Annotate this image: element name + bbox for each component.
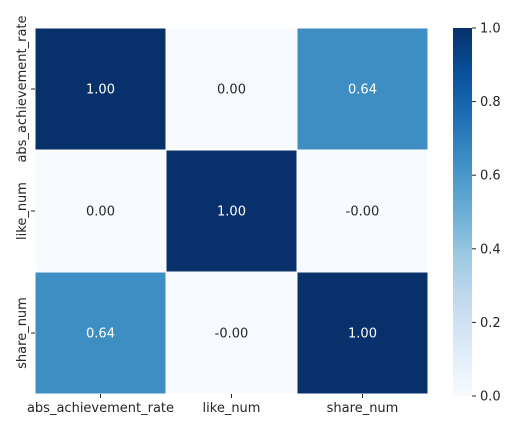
y-tick-label: abs_achievement_rate xyxy=(15,15,30,162)
x-tick-label: abs_achievement_rate xyxy=(27,401,174,416)
cell-value-label: 0.64 xyxy=(86,327,115,342)
x-tick-label: like_num xyxy=(203,401,261,416)
y-tick-label: like_num xyxy=(15,182,30,240)
x-tick-label: share_num xyxy=(327,401,399,416)
colorbar-tick-label: 0.2 xyxy=(480,316,501,331)
colorbar-tick-label: 0.4 xyxy=(480,242,501,257)
colorbar xyxy=(453,28,472,396)
heatmap-cell xyxy=(34,149,167,273)
y-tick-label: share_num xyxy=(15,297,30,369)
colorbar-tick-label: 0.0 xyxy=(480,390,501,405)
cell-value-label: 1.00 xyxy=(217,205,246,220)
cell-value-label: -0.00 xyxy=(346,205,380,220)
cell-value-label: 0.00 xyxy=(86,205,115,220)
heatmap-cell xyxy=(296,27,429,151)
heatmap-cell xyxy=(34,27,167,151)
cell-value-label: 1.00 xyxy=(348,327,377,342)
colorbar-tick-label: 0.8 xyxy=(480,95,501,110)
cell-value-label: 1.00 xyxy=(86,83,115,98)
cell-value-label: 0.64 xyxy=(348,83,377,98)
colorbar-tick-label: 1.0 xyxy=(480,22,501,37)
heatmap-cell xyxy=(165,27,298,151)
cell-value-label: 0.00 xyxy=(217,83,246,98)
heatmap-cell xyxy=(165,149,298,273)
heatmap-cell xyxy=(296,149,429,273)
heatmap-cell xyxy=(165,271,298,395)
colorbar-tick-label: 0.6 xyxy=(480,169,501,184)
cell-value-label: -0.00 xyxy=(215,327,249,342)
